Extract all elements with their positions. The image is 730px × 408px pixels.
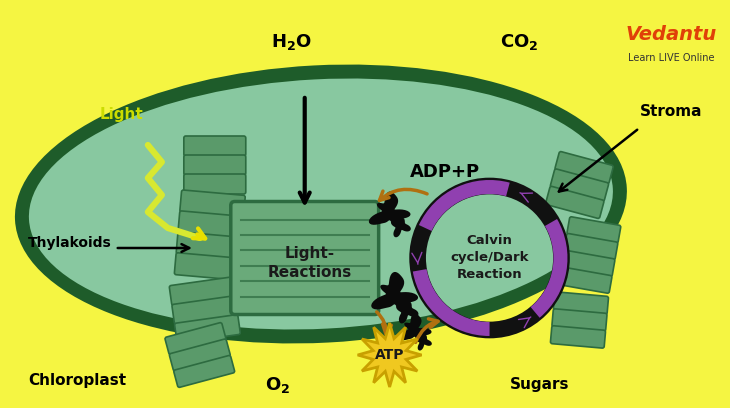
Polygon shape bbox=[358, 323, 422, 387]
FancyBboxPatch shape bbox=[558, 267, 612, 293]
Text: $\mathbf{O_2}$: $\mathbf{O_2}$ bbox=[265, 375, 291, 395]
FancyBboxPatch shape bbox=[172, 296, 238, 324]
FancyBboxPatch shape bbox=[550, 169, 609, 201]
Ellipse shape bbox=[29, 78, 613, 330]
Text: Vedantu: Vedantu bbox=[626, 25, 717, 44]
FancyBboxPatch shape bbox=[550, 326, 605, 348]
FancyBboxPatch shape bbox=[561, 250, 615, 277]
Text: Thylakoids: Thylakoids bbox=[28, 236, 112, 250]
Text: Light-
Reactions: Light- Reactions bbox=[268, 246, 352, 280]
FancyBboxPatch shape bbox=[564, 233, 618, 260]
FancyBboxPatch shape bbox=[176, 232, 242, 259]
FancyBboxPatch shape bbox=[169, 339, 230, 371]
Text: $\mathbf{H_2O}$: $\mathbf{H_2O}$ bbox=[272, 32, 312, 52]
FancyBboxPatch shape bbox=[178, 211, 243, 238]
Polygon shape bbox=[369, 191, 410, 228]
FancyBboxPatch shape bbox=[174, 253, 239, 280]
Text: Chloroplast: Chloroplast bbox=[28, 373, 126, 388]
FancyBboxPatch shape bbox=[552, 309, 607, 331]
FancyBboxPatch shape bbox=[184, 136, 246, 156]
Polygon shape bbox=[391, 217, 411, 237]
FancyBboxPatch shape bbox=[174, 355, 234, 387]
Polygon shape bbox=[398, 313, 431, 343]
FancyBboxPatch shape bbox=[546, 186, 604, 218]
Text: Learn LIVE Online: Learn LIVE Online bbox=[628, 53, 715, 63]
Polygon shape bbox=[372, 272, 418, 313]
FancyBboxPatch shape bbox=[553, 292, 608, 314]
Text: $\mathbf{CO_2}$: $\mathbf{CO_2}$ bbox=[500, 32, 539, 52]
FancyBboxPatch shape bbox=[555, 152, 613, 184]
Polygon shape bbox=[396, 301, 418, 324]
FancyBboxPatch shape bbox=[165, 323, 226, 355]
Ellipse shape bbox=[15, 64, 627, 344]
Text: Calvin
cycle/Dark
Reaction: Calvin cycle/Dark Reaction bbox=[450, 235, 529, 282]
Wedge shape bbox=[419, 180, 510, 231]
FancyBboxPatch shape bbox=[567, 217, 620, 243]
Text: Sugars: Sugars bbox=[510, 377, 569, 392]
FancyBboxPatch shape bbox=[169, 277, 235, 305]
Text: ATP: ATP bbox=[375, 348, 404, 362]
Text: ADP+P: ADP+P bbox=[410, 163, 480, 181]
FancyBboxPatch shape bbox=[174, 315, 240, 343]
FancyBboxPatch shape bbox=[180, 190, 245, 217]
Wedge shape bbox=[531, 219, 567, 318]
Text: Stroma: Stroma bbox=[639, 104, 702, 120]
Text: Light: Light bbox=[100, 107, 144, 122]
FancyBboxPatch shape bbox=[184, 174, 246, 194]
FancyBboxPatch shape bbox=[184, 155, 246, 175]
Wedge shape bbox=[412, 269, 490, 336]
FancyBboxPatch shape bbox=[231, 202, 379, 315]
Polygon shape bbox=[415, 335, 432, 350]
